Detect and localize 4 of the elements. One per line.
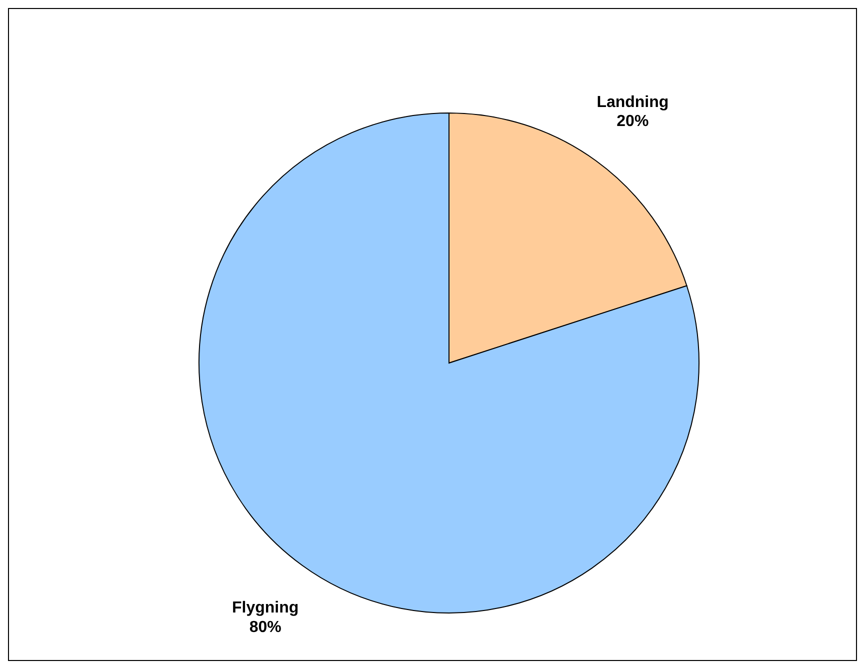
slice-label: Landning [596, 94, 669, 111]
data-label: 80% [249, 618, 282, 636]
slice-label: Flygning [232, 600, 299, 617]
data-label: 20% [616, 113, 649, 130]
